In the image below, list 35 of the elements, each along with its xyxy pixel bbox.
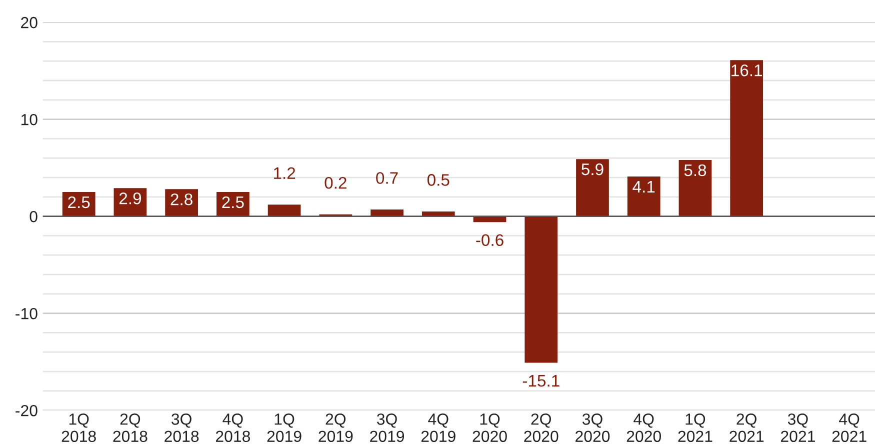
data-label: 5.8 xyxy=(684,164,706,176)
x-tick-label: 3Q 2021 xyxy=(780,414,815,442)
x-tick-label: 3Q 2020 xyxy=(576,414,610,442)
data-label: 16.1 xyxy=(732,64,762,76)
y-tick-label: 10 xyxy=(21,114,38,126)
y-tick-label: -10 xyxy=(16,308,38,320)
data-label: 0.2 xyxy=(324,176,346,189)
x-tick-label: 4Q 2018 xyxy=(216,414,250,442)
x-tick-label: 2Q 2018 xyxy=(113,414,148,442)
data-label: 1.2 xyxy=(274,167,296,179)
x-tick-label: 1Q 2021 xyxy=(678,414,712,442)
data-label: -15.1 xyxy=(522,375,560,387)
data-label: 0.7 xyxy=(376,172,398,184)
data-label: -0.6 xyxy=(476,234,504,246)
data-label: 2.5 xyxy=(222,196,244,208)
y-tick-label: -20 xyxy=(16,404,38,416)
x-tick-label: 4Q 2020 xyxy=(626,414,661,442)
x-tick-label: 2Q 2019 xyxy=(318,414,353,442)
x-tick-label: 1Q 2018 xyxy=(62,414,96,442)
x-tick-label: 4Q 2019 xyxy=(421,414,456,442)
data-label: 0.5 xyxy=(427,174,450,186)
x-tick-label: 2Q 2020 xyxy=(524,414,558,442)
x-tick-label: 2Q 2021 xyxy=(730,414,764,442)
data-label: 2.8 xyxy=(170,193,192,206)
data-label: 5.9 xyxy=(582,163,604,176)
data-label: 4.1 xyxy=(632,181,655,192)
x-tick-label: 1Q 2019 xyxy=(267,414,302,442)
x-tick-label: 3Q 2018 xyxy=(164,414,199,442)
data-label: 2.5 xyxy=(68,196,90,208)
y-tick-label: 0 xyxy=(30,210,38,222)
y-tick-label: 20 xyxy=(21,16,38,28)
x-tick-label: 3Q 2019 xyxy=(370,414,404,442)
x-tick-label: 4Q 2021 xyxy=(832,414,866,442)
x-tick-label: 1Q 2020 xyxy=(472,414,507,442)
data-label: 2.9 xyxy=(119,192,141,204)
